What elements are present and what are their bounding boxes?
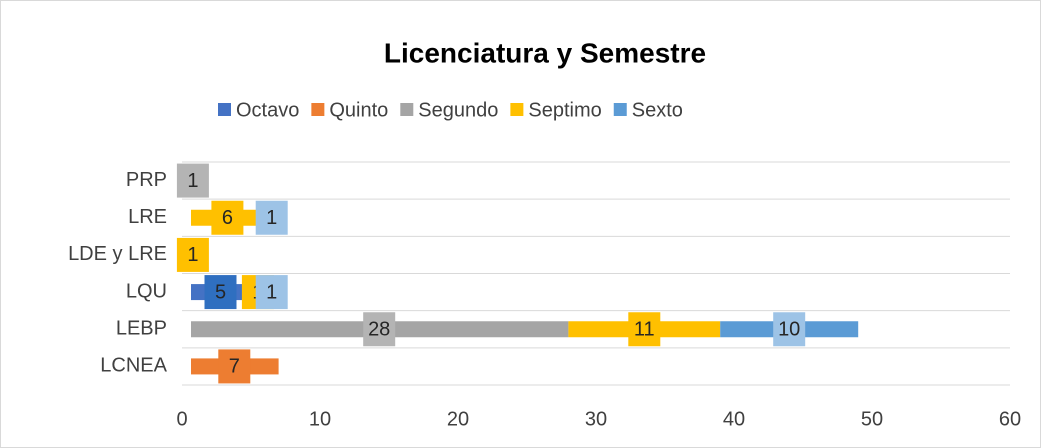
legend-label: Segundo: [418, 99, 498, 121]
legend-label: Septimo: [528, 99, 601, 121]
data-label: 1: [187, 170, 198, 192]
x-tick-label: 40: [723, 408, 745, 430]
y-tick-label: LRE: [128, 206, 167, 228]
data-label: 10: [778, 319, 800, 341]
legend-swatch: [311, 103, 325, 116]
legend-label: Octavo: [236, 99, 299, 121]
y-tick-label: LQU: [126, 280, 167, 302]
data-label: 1: [266, 281, 277, 303]
data-label: 7: [229, 356, 240, 378]
data-label-box: [204, 275, 237, 310]
x-tick-label: 10: [309, 408, 331, 430]
x-tick-label: 50: [861, 408, 883, 430]
data-label-box: [363, 312, 396, 347]
data-label: 5: [215, 281, 226, 303]
y-tick-label: LCNEA: [100, 355, 167, 377]
data-label: 6: [222, 207, 233, 229]
x-tick-label: 30: [585, 408, 607, 430]
x-tick-label: 60: [999, 408, 1021, 430]
data-label: 28: [368, 319, 390, 341]
legend-swatch: [218, 103, 231, 116]
legend-swatch: [400, 103, 414, 116]
data-label-box: [255, 200, 288, 235]
data-label-box: [255, 275, 288, 310]
y-tick-label: PRP: [126, 169, 167, 191]
legend-label: Quinto: [329, 99, 388, 121]
chart-title: Licenciatura y Semestre: [384, 37, 706, 68]
data-label: 1: [187, 244, 198, 266]
y-tick-label: LEBP: [116, 318, 167, 340]
data-label: 1: [266, 207, 277, 229]
data-label-box: [218, 349, 251, 384]
data-label-box: [176, 163, 209, 198]
data-label-box: [773, 312, 806, 347]
data-label-box: [211, 200, 244, 235]
x-tick-label: 20: [447, 408, 469, 430]
y-tick-label: LDE y LRE: [68, 243, 167, 265]
data-label-box: [176, 237, 209, 272]
legend-swatch: [510, 103, 524, 116]
x-tick-label: 0: [176, 408, 187, 430]
legend-label: Sexto: [632, 99, 683, 121]
data-label: 11: [634, 319, 655, 341]
data-label-box: [628, 312, 661, 347]
legend-swatch: [613, 103, 627, 116]
